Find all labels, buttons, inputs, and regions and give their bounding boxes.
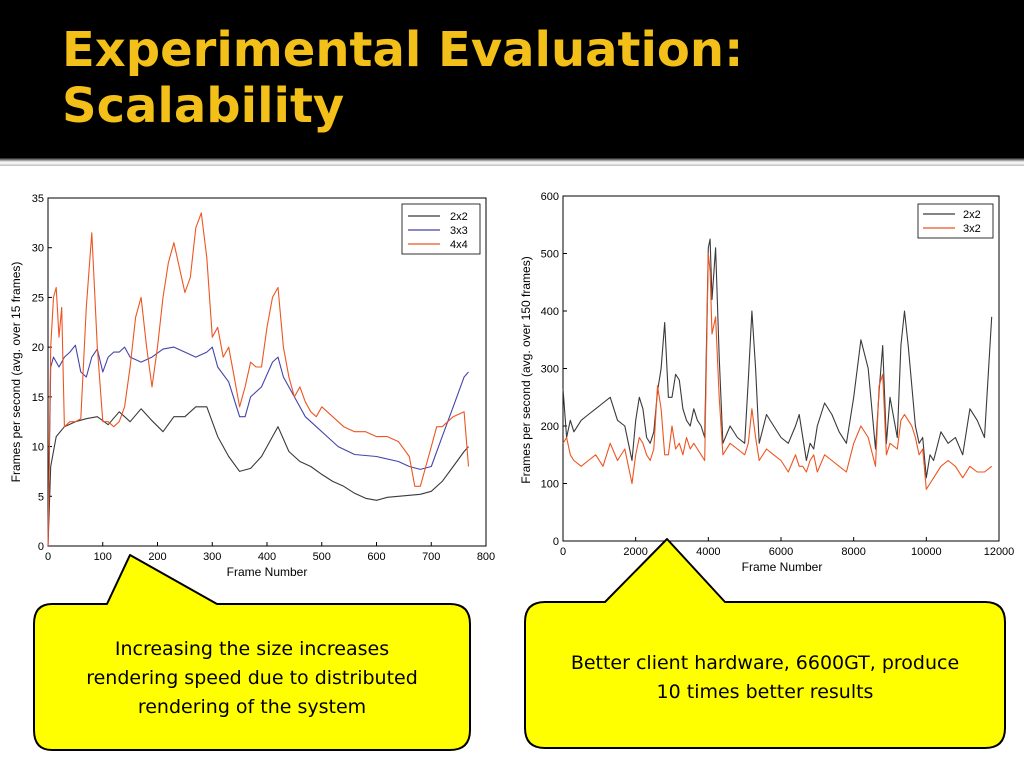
title-line-1: Experimental Evaluation:: [62, 22, 744, 78]
chart-2-legend-box: [917, 203, 994, 239]
chart-1-series-3x3: [47, 344, 469, 547]
chart-1: 0 100 200 300 400 500 600 700 80005101520253035 …: [9, 193, 495, 579]
callout-2: Better client hardware, 6600GT, produce …: [524, 538, 1006, 749]
chart-1-series-4x4: [47, 212, 470, 547]
chart-1-plot-area: [47, 197, 487, 547]
chart-1-legend: 2x2 3x3 4x4: [401, 203, 481, 255]
chart-1-xtick-label: 600: [367, 551, 385, 563]
callout-2-line-1: Better client hardware, 6600GT, produce: [571, 652, 959, 674]
chart-1-ylabel: Frames per second (avg. over 15 frames): [9, 262, 23, 483]
callout-1-line-2: rendering speed due to distributed: [86, 667, 418, 689]
chart-2-legend-label-2x2: 2x2: [963, 209, 981, 221]
callout-1-line-1: Increasing the size increases: [115, 638, 389, 660]
chart-2-xtick-label: 6000: [769, 546, 793, 558]
chart-2-plot-area: [562, 195, 1000, 542]
chart-1-xtick-label: 800: [477, 551, 495, 563]
chart-1-xtick-label: 100: [94, 551, 112, 563]
chart-1-legend-label-2x2: 2x2: [450, 211, 468, 223]
chart-2-series: [562, 238, 993, 490]
chart-1-ytick-label: 35: [32, 193, 44, 205]
chart-1-ytick-label: 15: [32, 392, 44, 404]
chart-1-ytick-label: 20: [32, 342, 44, 354]
title-divider: [0, 158, 1024, 166]
chart-1-xtick-label: 200: [148, 551, 166, 563]
chart-1-ytick-label: 0: [38, 541, 44, 553]
chart-1-xtick-label: 700: [422, 551, 440, 563]
chart-2-xtick-label: 10000: [911, 546, 942, 558]
chart-2-ytick-label: 100: [541, 479, 559, 491]
chart-2-xtick-label: 8000: [841, 546, 865, 558]
chart-2-ytick-label: 300: [541, 364, 559, 376]
chart-2-ytick-label: 400: [541, 306, 559, 318]
chart-2: 0 2000 4000 6000 8000 10000 12000 0 100 200 300 400…: [519, 191, 1014, 574]
chart-1-ytick-label: 10: [32, 442, 44, 454]
chart-1-xtick-label: 400: [258, 551, 276, 563]
chart-1-xtick-label: 500: [313, 551, 331, 563]
chart-2-xtick-label: 12000: [984, 546, 1015, 558]
chart-2-ytick-label: 600: [541, 191, 559, 203]
chart-1-ytick-label: 25: [32, 292, 44, 304]
callout-1-shape: [33, 554, 471, 751]
chart-2-ytick-label: 500: [541, 249, 559, 261]
chart-2-ticks: 0 2000 4000 6000 8000 10000 12000 0 100 200 300 400…: [541, 191, 1015, 558]
callout-1-line-3: rendering of the system: [138, 696, 366, 718]
chart-2-ytick-label: 0: [553, 536, 559, 548]
chart-1-series: [47, 212, 470, 547]
chart-1-legend-box: [401, 203, 481, 255]
chart-2-ytick-label: 200: [541, 421, 559, 433]
chart-2-series-2x2: [562, 238, 993, 479]
chart-1-xlabel: Frame Number: [227, 565, 308, 579]
chart-1-series-2x2: [47, 406, 469, 547]
title-line-2: Scalability: [62, 78, 345, 134]
chart-1-ticks: 0 100 200 300 400 500 600 700 800 0 5 10 15 20 25 30 35: [32, 193, 495, 563]
chart-2-xtick-label: 2000: [623, 546, 647, 558]
callout-2-line-2: 10 times better results: [657, 681, 874, 703]
chart-2-xtick-label: 0: [560, 546, 566, 558]
chart-1-ytick-label: 30: [32, 243, 44, 255]
callout-2-shape: [524, 538, 1006, 749]
title-bar: Experimental Evaluation: Scalability: [0, 0, 1024, 158]
chart-2-legend: 2x2 3x2: [917, 203, 994, 239]
chart-2-xtick-label: 4000: [696, 546, 720, 558]
chart-1-legend-label-4x4: 4x4: [450, 239, 468, 251]
chart-2-ylabel: Frames per second (avg. over 150 frames): [519, 256, 533, 483]
slide-title: Experimental Evaluation: Scalability: [62, 22, 743, 134]
chart-1-ytick-label: 5: [38, 491, 44, 503]
chart-2-xlabel: Frame Number: [742, 560, 823, 574]
chart-2-legend-label-3x2: 3x2: [963, 223, 981, 235]
callout-1: Increasing the size increases rendering …: [33, 554, 471, 751]
chart-1-legend-label-3x3: 3x3: [450, 225, 468, 237]
chart-1-xtick-label: 0: [45, 551, 51, 563]
chart-1-xtick-label: 300: [203, 551, 221, 563]
chart-2-series-3x2: [562, 252, 993, 490]
